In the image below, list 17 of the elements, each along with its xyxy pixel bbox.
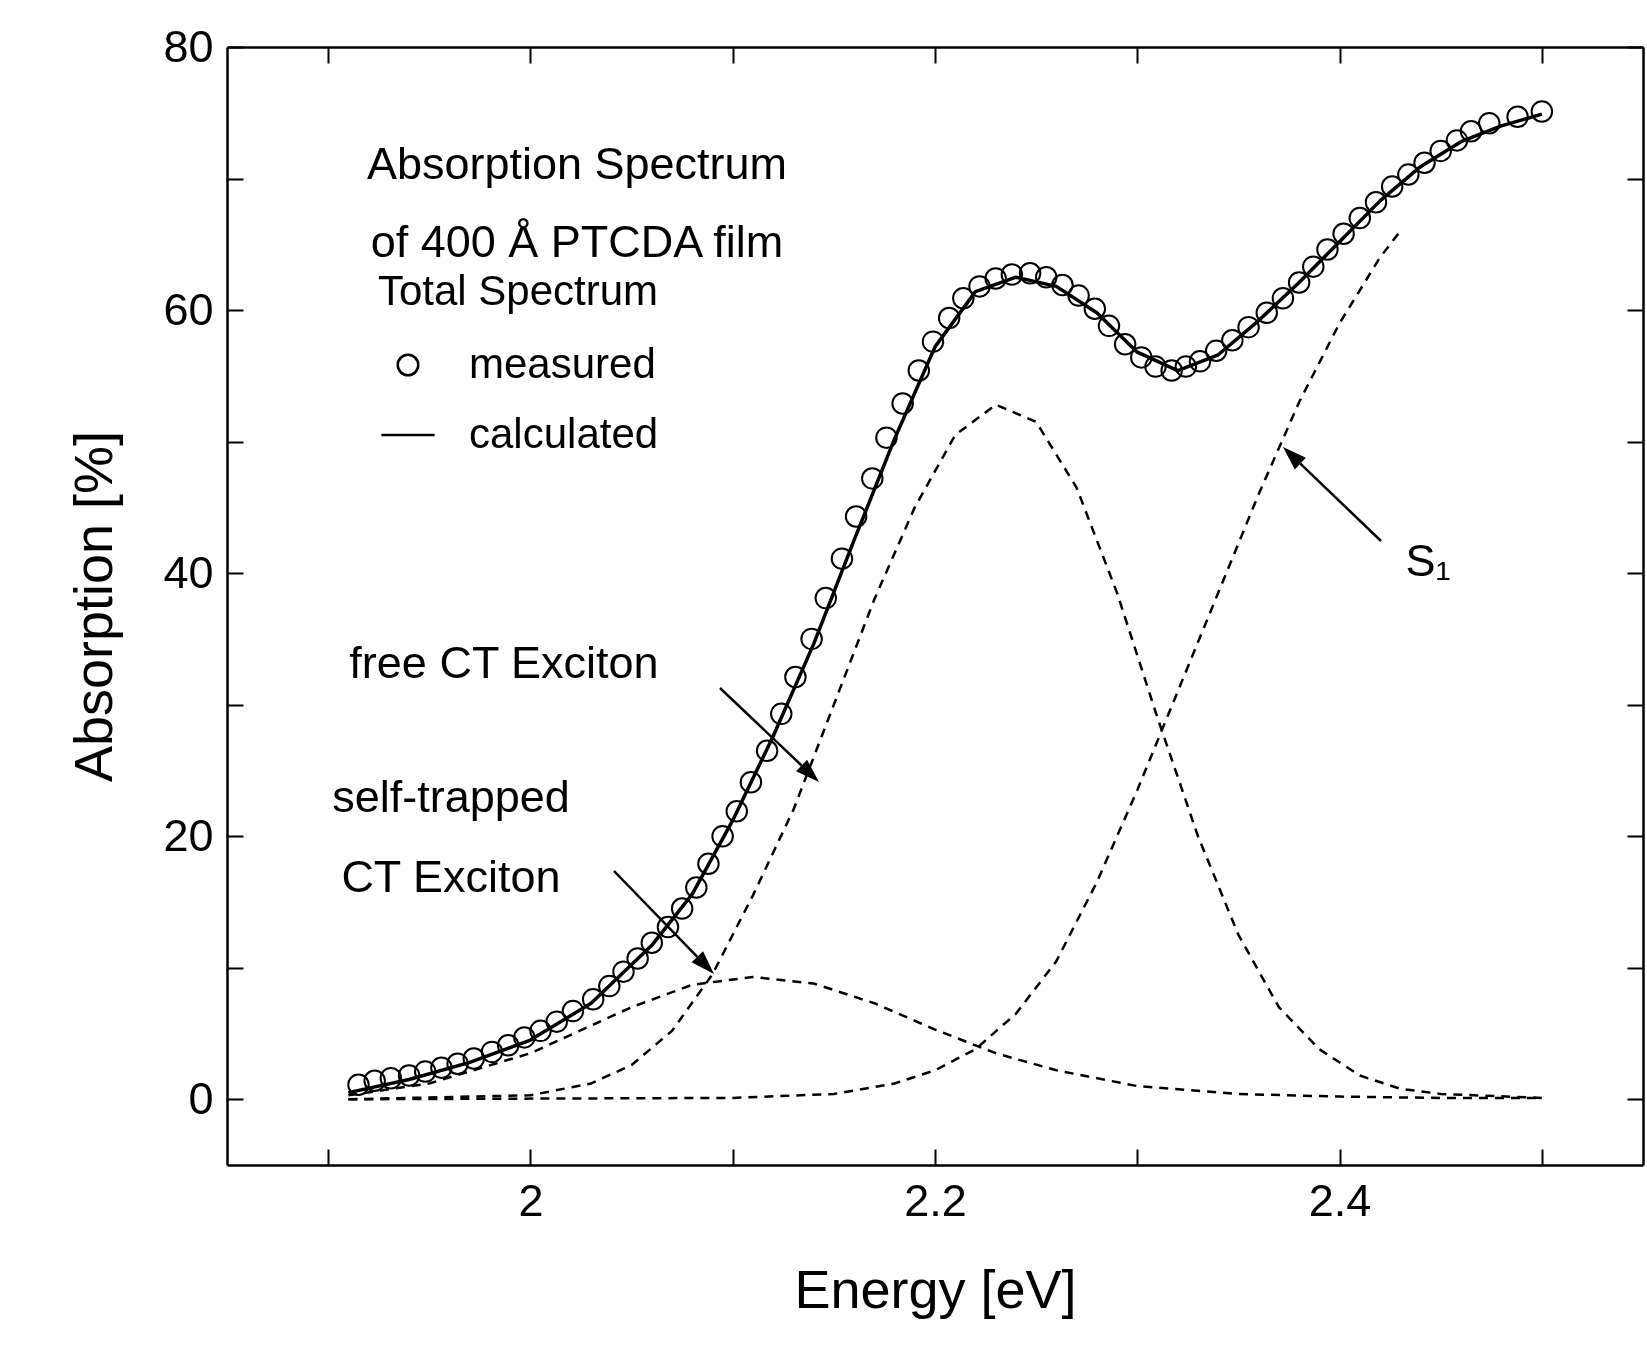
y-tick-label: 40: [163, 546, 214, 598]
x-tick-label: 2.4: [1308, 1174, 1372, 1226]
legend-title: Total Spectrum: [377, 267, 658, 314]
y-tick-label: 0: [188, 1072, 214, 1124]
y-tick-label: 60: [163, 283, 214, 335]
annotation: self-trapped CT Exciton: [332, 771, 570, 902]
legend-label: calculated: [469, 410, 659, 457]
annotation: free CT Exciton: [349, 637, 659, 688]
x-tick-label: 2.2: [904, 1174, 967, 1226]
y-axis-title: Absorption [%]: [63, 430, 124, 783]
legend-label: measured: [469, 340, 656, 387]
x-tick-label: 2: [518, 1174, 544, 1226]
text: Absorption Spectrum of 400 Å PTCDA film: [366, 138, 788, 267]
y-tick-label: 20: [163, 809, 214, 861]
annotation: S₁: [1405, 535, 1451, 586]
y-tick-label: 80: [163, 20, 214, 72]
x-axis-title: Energy [eV]: [794, 1258, 1077, 1319]
